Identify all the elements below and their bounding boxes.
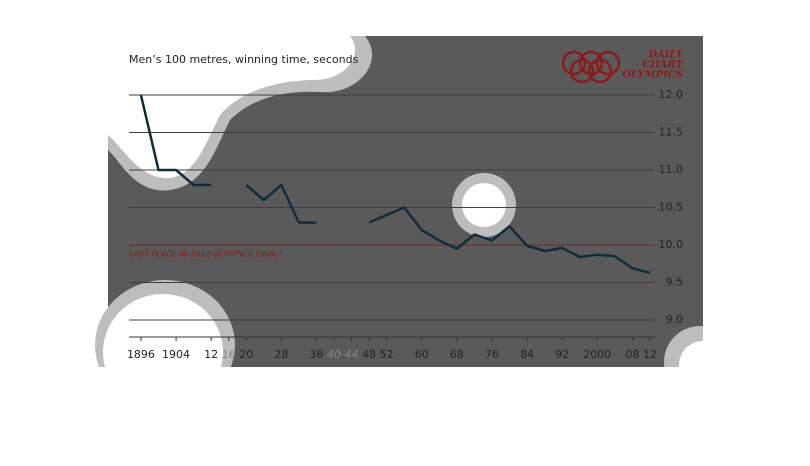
x-tick-label: 1896 <box>127 348 155 361</box>
logo-text: CHART <box>642 60 684 71</box>
x-tick-label: 60 <box>415 348 429 361</box>
x-tick-label: 2000 <box>583 348 611 361</box>
x-tick-label: 12 <box>204 348 218 361</box>
x-tick-label: 76 <box>485 348 499 361</box>
x-tick-label: 44 <box>345 348 359 361</box>
logo-text: OLYMPICS <box>622 70 683 81</box>
x-tick-label: 40 <box>327 348 341 361</box>
reference-label: LAST PLACE IN 2012 OLYMPICS FINAL* <box>129 250 282 259</box>
logo <box>561 50 621 84</box>
data-line <box>139 94 651 274</box>
y-tick-label: 11.5 <box>659 126 684 139</box>
y-tick-label: 11.0 <box>659 163 684 176</box>
x-tick-label: 52 <box>380 348 394 361</box>
y-tick-label: 9.0 <box>666 313 684 326</box>
x-tick-label: 1904 <box>162 348 190 361</box>
x-tick-label: 28 <box>274 348 288 361</box>
x-tick-label: 12 <box>643 348 657 361</box>
x-tick-label: 84 <box>520 348 534 361</box>
chart-title: Men’s 100 metres, winning time, seconds <box>129 53 359 66</box>
y-tick-label: 9.5 <box>666 276 684 289</box>
y-tick-label: 10.0 <box>659 238 684 251</box>
y-tick-label: 12.0 <box>659 88 684 101</box>
x-tick-label: 08 <box>625 348 639 361</box>
y-tick-label: 10.5 <box>659 201 684 214</box>
x-tick-label: 20 <box>239 348 253 361</box>
x-tick-label: 16 <box>222 348 236 361</box>
x-tick-label: 68 <box>450 348 464 361</box>
x-tick-label: 36 <box>309 348 323 361</box>
x-tick-label: 92 <box>555 348 569 361</box>
x-tick-label: 48 <box>362 348 376 361</box>
logo-text: DAILY <box>647 50 684 61</box>
